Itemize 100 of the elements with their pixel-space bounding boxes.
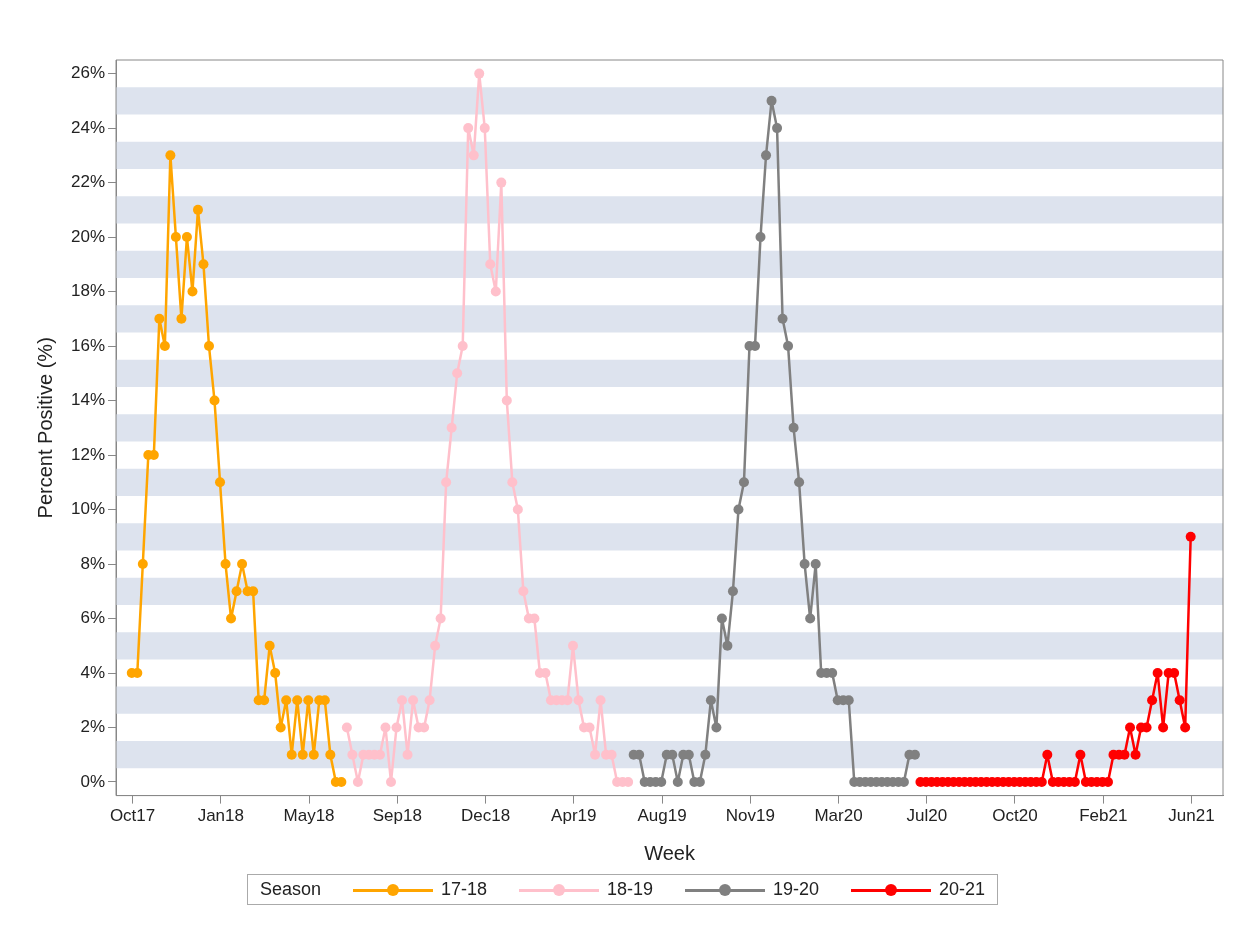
x-tick-label: Dec18 (460, 806, 511, 826)
point (1158, 722, 1169, 733)
point (1174, 695, 1185, 706)
point (700, 749, 711, 760)
point (424, 695, 435, 706)
x-tick-label: May18 (283, 806, 335, 826)
point (391, 722, 402, 733)
y-axis-title: Percent Positive (%) (33, 337, 56, 519)
point (479, 123, 490, 134)
point (215, 477, 226, 488)
point (165, 150, 176, 161)
point (568, 640, 578, 651)
point (231, 586, 242, 597)
y-tick-label: 6% (80, 608, 106, 628)
x-tick-label: Oct17 (109, 806, 156, 826)
x-axis-title: Week (644, 841, 696, 864)
point (485, 259, 496, 270)
point (783, 341, 794, 352)
point (402, 749, 413, 760)
point (496, 177, 507, 188)
point (595, 695, 606, 706)
point (198, 259, 209, 270)
point (1075, 749, 1086, 760)
point (281, 695, 292, 706)
point (490, 286, 501, 297)
x-tick-label: Oct20 (992, 806, 1038, 826)
point (430, 640, 441, 651)
point (237, 559, 248, 570)
point (226, 613, 237, 624)
y-tick-label: 2% (80, 717, 106, 737)
point (286, 749, 297, 760)
point (297, 749, 308, 760)
point (292, 695, 303, 706)
y-tick-label: 20% (70, 226, 106, 246)
x-tick-label: Feb21 (1079, 806, 1128, 826)
point (435, 613, 446, 624)
point (772, 123, 783, 134)
y-tick-label: 10% (70, 499, 106, 519)
y-tick-label: 14% (70, 390, 106, 410)
y-tick-label: 26% (70, 63, 106, 83)
point (192, 204, 203, 215)
point (187, 286, 198, 297)
point (1147, 695, 1158, 706)
y-tick-label: 8% (80, 553, 106, 573)
point (303, 695, 314, 706)
point (761, 150, 772, 161)
point (397, 695, 408, 706)
point (452, 368, 463, 379)
point (788, 422, 799, 433)
point (672, 776, 683, 787)
x-tick-label: Jul20 (906, 806, 948, 826)
point (777, 313, 788, 324)
point (408, 695, 419, 706)
point (204, 341, 214, 352)
point (170, 232, 181, 243)
point (810, 559, 821, 570)
point (733, 504, 744, 515)
point (512, 504, 523, 515)
point (1185, 531, 1196, 542)
point (154, 313, 165, 324)
point (181, 232, 192, 243)
point (722, 640, 733, 651)
point (1125, 722, 1136, 733)
point (468, 150, 479, 161)
y-tick-label: 0% (80, 771, 106, 791)
point (209, 395, 220, 406)
point (1042, 749, 1053, 760)
point (705, 695, 716, 706)
y-tick-label: 22% (70, 172, 106, 192)
legend-label: 20-21 (939, 879, 986, 900)
point (441, 477, 452, 488)
legend-title: Season (259, 879, 321, 900)
y-tick-label: 24% (70, 117, 106, 137)
point (474, 68, 485, 79)
point (347, 749, 358, 760)
x-tick-label: Apr19 (551, 806, 597, 826)
point (507, 477, 518, 488)
point (275, 722, 286, 733)
point (738, 477, 749, 488)
point (805, 613, 816, 624)
point (501, 395, 512, 406)
point (755, 232, 766, 243)
point (716, 613, 727, 624)
y-tick-label: 16% (70, 335, 106, 355)
y-tick-label: 18% (70, 281, 106, 301)
point (220, 559, 231, 570)
point (463, 123, 474, 134)
point (270, 668, 281, 678)
point (380, 722, 391, 733)
point (794, 477, 805, 488)
point (352, 776, 363, 787)
legend-label: 17-18 (440, 879, 487, 900)
point (799, 559, 810, 570)
point (766, 95, 777, 106)
y-tick-label: 4% (80, 662, 106, 682)
x-tick-label: Aug19 (637, 806, 687, 826)
point (308, 749, 319, 760)
point (446, 422, 457, 433)
point (1130, 749, 1141, 760)
point (137, 559, 148, 570)
